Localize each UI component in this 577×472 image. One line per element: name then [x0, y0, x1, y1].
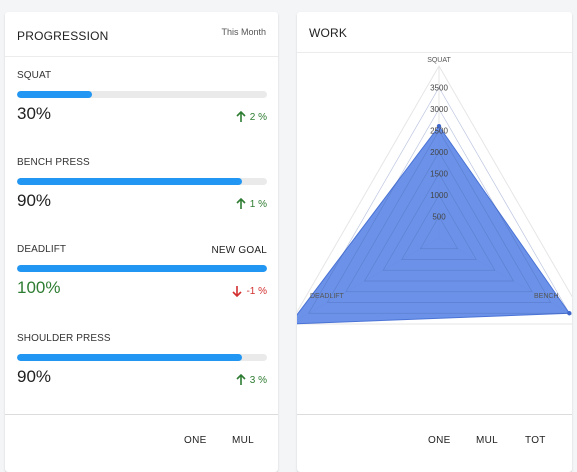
progress-fill: [17, 91, 92, 98]
stat-change-text: 2 %: [249, 111, 267, 123]
progress-bar: [17, 91, 267, 98]
radar-axis-label: SQUAT: [427, 57, 451, 64]
arrow-up-icon: [236, 198, 246, 209]
stat-deadlift: DEADLIFT NEW GOAL 100% -1 %: [17, 244, 267, 318]
radar-point: [436, 124, 442, 129]
stat-value: 90%: [17, 191, 52, 210]
radar-series-area: [297, 125, 571, 325]
radar-grid-ring: [382, 172, 496, 271]
work-card: WORK 500 1000 1500 2000 2500 3000 3500 SQUAT BEN…: [297, 12, 572, 472]
stat-change-text: -1 %: [246, 285, 267, 297]
progress-fill: [17, 354, 242, 361]
stat-label: DEADLIFT: [17, 244, 67, 255]
stat-label: BENCH PRESS: [17, 157, 90, 168]
period-label: This Month: [221, 27, 266, 37]
progression-header: PROGRESSION This Month: [5, 12, 278, 57]
radar-frame: [297, 64, 572, 325]
stat-change-text: 3 %: [249, 374, 267, 386]
stat-squat: SQUAT 30% 2 %: [17, 70, 267, 144]
work-title: WORK: [309, 26, 348, 40]
progress-bar: [17, 178, 267, 185]
progression-footer: ONE MUL: [5, 414, 278, 472]
progress-fill: [17, 178, 242, 185]
radar-tick-label: 3000: [430, 105, 448, 114]
work-footer: ONE MUL TOT: [297, 414, 572, 472]
radar-point: [567, 311, 572, 316]
radar-axis-label: BENCH: [534, 293, 559, 300]
radar-tick-label: 500: [432, 213, 446, 222]
new-goal-button[interactable]: NEW GOAL: [211, 245, 267, 256]
one-button[interactable]: ONE: [428, 435, 451, 446]
radar-chart: 500 1000 1500 2000 2500 3000 3500 SQUAT BENCH DEA…: [297, 57, 572, 325]
radar-tick-label: 1500: [430, 170, 448, 179]
one-button[interactable]: ONE: [184, 435, 207, 446]
radar-grid-ring: [345, 129, 533, 293]
progress-bar: [17, 265, 267, 272]
stat-shoulder-press: SHOULDER PRESS 90% 3 %: [17, 333, 267, 407]
radar-grid-ring: [401, 194, 477, 260]
progression-card: PROGRESSION This Month SQUAT 30% 2 % BEN…: [5, 12, 278, 472]
radar-grid-ring: [363, 151, 515, 282]
arrow-up-icon: [236, 111, 246, 122]
radar-tick-label: 1000: [430, 191, 448, 200]
progress-fill: [17, 265, 267, 272]
radar-tick-label: 3500: [430, 84, 448, 93]
stat-change: 2 %: [235, 111, 267, 123]
stat-change: -1 %: [231, 285, 267, 297]
stat-change-text: 1 %: [249, 198, 267, 210]
progression-title: PROGRESSION: [17, 29, 109, 43]
stat-label: SQUAT: [17, 70, 52, 81]
stat-label: SHOULDER PRESS: [17, 333, 111, 344]
tot-button[interactable]: TOT: [525, 435, 546, 446]
radar-grid-ring: [308, 86, 570, 314]
mul-button[interactable]: MUL: [476, 435, 499, 446]
arrow-up-icon: [236, 374, 246, 385]
work-header: WORK: [297, 12, 572, 53]
radar-grid-ring: [326, 108, 552, 303]
radar-axis-label: DEADLIFT: [310, 293, 345, 300]
radar-tick-label: 2000: [430, 148, 448, 157]
radar-tick-label: 2500: [430, 127, 448, 136]
stat-value: 30%: [17, 104, 52, 123]
progress-bar: [17, 354, 267, 361]
stat-value: 90%: [17, 367, 52, 386]
stat-change: 1 %: [235, 198, 267, 210]
arrow-down-icon: [232, 286, 243, 297]
mul-button[interactable]: MUL: [232, 435, 255, 446]
stat-value: 100%: [17, 278, 61, 297]
stat-change: 3 %: [235, 374, 267, 386]
radar-grid-ring: [419, 215, 459, 250]
stat-bench-press: BENCH PRESS 90% 1 %: [17, 157, 267, 231]
